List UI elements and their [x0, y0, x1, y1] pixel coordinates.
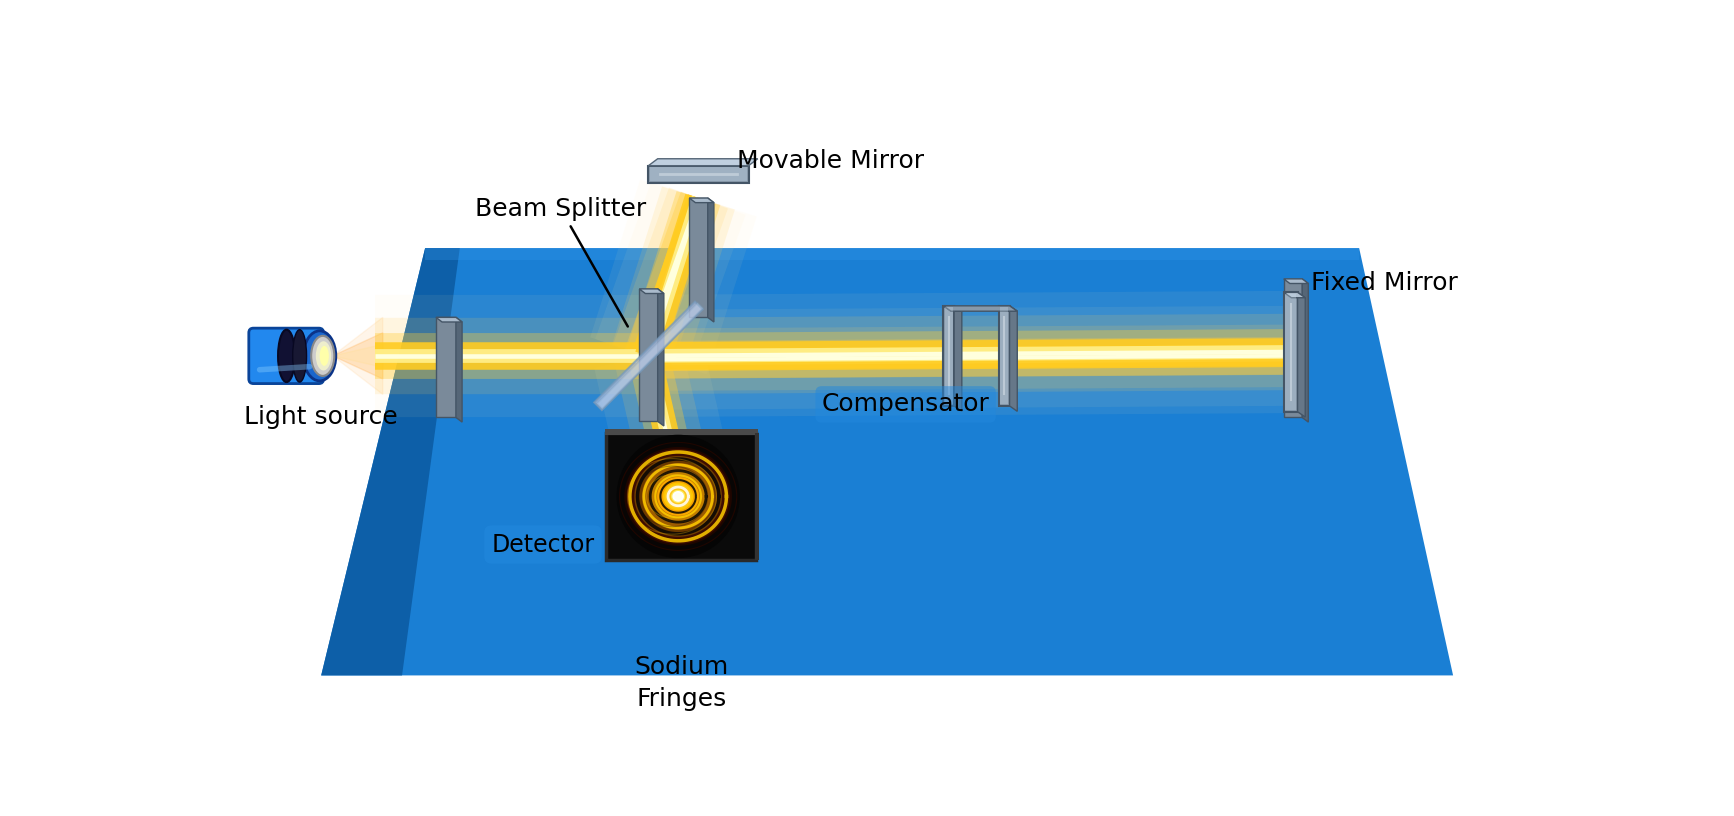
- Polygon shape: [943, 306, 1018, 311]
- Polygon shape: [635, 457, 721, 536]
- Ellipse shape: [310, 336, 335, 376]
- Polygon shape: [456, 317, 461, 422]
- Ellipse shape: [303, 330, 336, 381]
- Polygon shape: [435, 317, 461, 322]
- Polygon shape: [435, 317, 456, 418]
- Ellipse shape: [316, 341, 331, 370]
- Polygon shape: [650, 471, 706, 522]
- Polygon shape: [1297, 292, 1306, 417]
- Polygon shape: [649, 166, 749, 183]
- FancyBboxPatch shape: [248, 328, 324, 384]
- Text: Movable Mirror: Movable Mirror: [737, 149, 924, 173]
- Polygon shape: [640, 289, 664, 294]
- Bar: [596, 303, 702, 409]
- Ellipse shape: [277, 330, 295, 382]
- Polygon shape: [657, 289, 664, 426]
- Polygon shape: [943, 306, 962, 311]
- Polygon shape: [666, 485, 690, 508]
- Polygon shape: [1009, 306, 1018, 411]
- Polygon shape: [1285, 294, 1295, 410]
- Polygon shape: [650, 167, 747, 181]
- Polygon shape: [999, 306, 1009, 406]
- Polygon shape: [688, 198, 707, 317]
- Ellipse shape: [293, 330, 307, 382]
- Circle shape: [617, 436, 739, 557]
- Polygon shape: [1283, 279, 1302, 418]
- Text: Sodium
Fringes: Sodium Fringes: [635, 655, 728, 711]
- Polygon shape: [954, 306, 962, 411]
- Polygon shape: [1001, 308, 1007, 405]
- Polygon shape: [673, 492, 683, 501]
- Polygon shape: [321, 248, 1453, 676]
- Polygon shape: [675, 494, 681, 499]
- Polygon shape: [333, 333, 383, 379]
- Polygon shape: [1283, 292, 1306, 298]
- Polygon shape: [688, 198, 714, 202]
- Polygon shape: [649, 159, 758, 166]
- Polygon shape: [657, 477, 699, 515]
- Polygon shape: [1283, 292, 1297, 412]
- Polygon shape: [943, 306, 954, 406]
- Text: Fixed Mirror: Fixed Mirror: [1311, 271, 1458, 295]
- Text: Light source: Light source: [244, 406, 397, 429]
- Text: Detector: Detector: [491, 533, 595, 557]
- Bar: [607, 432, 756, 560]
- Polygon shape: [628, 450, 728, 543]
- Bar: [595, 302, 702, 410]
- Ellipse shape: [319, 346, 329, 366]
- Polygon shape: [671, 490, 685, 502]
- Bar: [605, 429, 758, 435]
- Polygon shape: [333, 344, 383, 367]
- Polygon shape: [945, 308, 952, 405]
- Polygon shape: [999, 306, 1018, 311]
- Ellipse shape: [250, 335, 272, 377]
- Polygon shape: [1283, 279, 1309, 283]
- Text: Beam Splitter: Beam Splitter: [475, 197, 647, 326]
- Polygon shape: [643, 463, 714, 529]
- Polygon shape: [707, 198, 714, 322]
- Text: Compensator: Compensator: [822, 392, 990, 416]
- Polygon shape: [1302, 279, 1309, 422]
- Polygon shape: [619, 442, 737, 550]
- Polygon shape: [333, 317, 383, 394]
- Polygon shape: [321, 248, 460, 676]
- Polygon shape: [425, 248, 1359, 259]
- Polygon shape: [640, 289, 657, 421]
- Bar: [754, 432, 759, 560]
